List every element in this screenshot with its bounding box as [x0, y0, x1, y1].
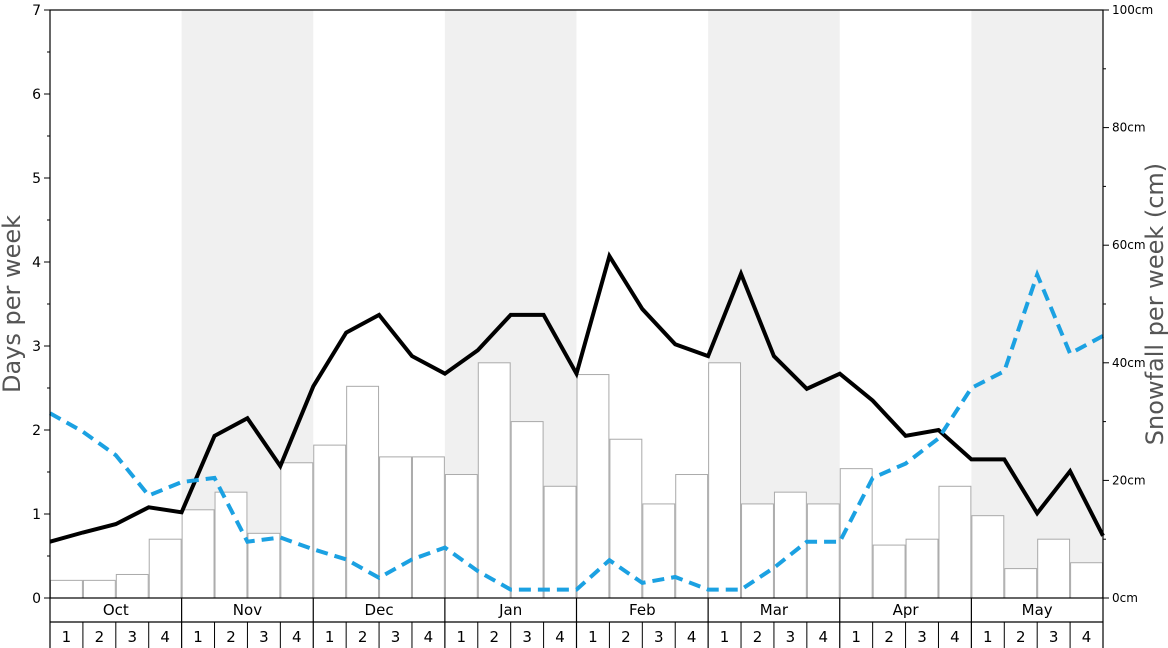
week-label: 4 — [160, 628, 170, 646]
week-label: 1 — [325, 628, 335, 646]
week-label: 4 — [1082, 628, 1092, 646]
week-label: 4 — [950, 628, 960, 646]
week-label: 3 — [259, 628, 269, 646]
right-tick-label: 60cm — [1112, 238, 1146, 252]
snowfall-bar — [938, 485, 972, 599]
week-label: 2 — [1016, 628, 1026, 646]
snowfall-bar — [115, 573, 149, 599]
right-tick-label: 80cm — [1112, 121, 1146, 135]
week-label: 3 — [786, 628, 796, 646]
snowfall-bar — [806, 503, 840, 599]
week-label: 2 — [884, 628, 894, 646]
snowfall-bar — [1037, 538, 1071, 599]
snowfall-bar — [148, 538, 182, 599]
month-label-dec: Dec — [365, 601, 394, 619]
left-tick-label: 6 — [32, 87, 41, 103]
week-label: 1 — [62, 628, 72, 646]
snowfall-bar — [872, 544, 906, 599]
snowfall-bar — [50, 579, 83, 599]
right-tick-label: 40cm — [1112, 356, 1146, 370]
snowfall-bar — [280, 462, 314, 599]
dashed-line-series — [49, 268, 1104, 592]
right-tick-label: 20cm — [1112, 473, 1146, 487]
solid-line-series — [49, 251, 1105, 544]
week-label: 1 — [851, 628, 861, 646]
snowfall-bar — [510, 421, 544, 599]
week-label: 3 — [391, 628, 401, 646]
left-tick-label: 5 — [32, 171, 41, 187]
week-label: 4 — [819, 628, 829, 646]
week-label: 3 — [917, 628, 927, 646]
snowfall-bar — [379, 456, 412, 599]
week-label: 1 — [457, 628, 467, 646]
week-label: 3 — [522, 628, 532, 646]
week-label: 1 — [193, 628, 203, 646]
month-label-oct: Oct — [103, 601, 129, 619]
right-tick-label: 0cm — [1112, 591, 1138, 605]
snowfall-bar — [477, 362, 511, 599]
week-label: 4 — [424, 628, 434, 646]
snowfall-bar — [444, 474, 478, 599]
week-label: 3 — [654, 628, 664, 646]
left-axis: 0 1 2 3 4 5 6 7 — [32, 3, 50, 607]
week-label: 2 — [489, 628, 499, 646]
week-label: 2 — [753, 628, 763, 646]
week-label: 2 — [358, 628, 368, 646]
month-label-nov: Nov — [233, 601, 262, 619]
snowfall-bar — [247, 532, 281, 599]
snowfall-bar — [708, 362, 742, 599]
left-tick-label: 3 — [32, 339, 41, 355]
week-label: 2 — [621, 628, 631, 646]
right-axis-title: Snowfall per week (cm) — [1141, 163, 1168, 445]
snowfall-bar — [1070, 562, 1103, 599]
left-tick-label: 2 — [32, 423, 41, 439]
week-label: 1 — [720, 628, 730, 646]
week-label: 3 — [127, 628, 137, 646]
left-tick-label: 0 — [32, 591, 41, 607]
snowfall-bar — [905, 538, 939, 599]
snowfall-bar — [346, 385, 380, 599]
week-label: 3 — [1049, 628, 1059, 646]
month-label-may: May — [1022, 601, 1053, 619]
left-axis-title: Days per week — [0, 215, 26, 393]
snowfall-bar — [1004, 568, 1038, 599]
week-label: 1 — [983, 628, 993, 646]
snowfall-bar — [411, 456, 445, 599]
month-label-jan: Jan — [498, 601, 522, 619]
week-label: 2 — [226, 628, 236, 646]
snowfall-bar — [971, 515, 1005, 599]
day-lines — [49, 251, 1105, 592]
x-axis: Oct 1 2 3 4 Nov 1 2 3 4 Dec 1 2 3 4 Jan 1 2 3 4 Feb 1 2 3 4 Mar 1 2… — [49, 598, 1104, 648]
left-tick-label: 4 — [32, 255, 41, 271]
snowfall-bar — [543, 485, 577, 599]
month-label-apr: Apr — [893, 601, 920, 619]
week-label: 4 — [292, 628, 302, 646]
right-axis: 0cm 20cm 40cm 60cm 80cm 100cm — [1103, 3, 1153, 605]
month-label-feb: Feb — [629, 601, 656, 619]
month-shade-may — [971, 10, 1103, 598]
left-tick-label: 7 — [32, 3, 41, 19]
snowfall-bar — [609, 438, 643, 599]
snowfall-bar — [181, 509, 215, 599]
snowfall-bar — [773, 491, 807, 599]
left-tick-label: 1 — [32, 507, 41, 523]
snowfall-bar — [642, 503, 676, 599]
snowfall-bar — [576, 374, 610, 599]
week-label: 4 — [687, 628, 697, 646]
week-label: 2 — [95, 628, 105, 646]
snowfall-bar — [82, 579, 116, 599]
week-label: 4 — [555, 628, 565, 646]
right-tick-label: 100cm — [1112, 3, 1153, 17]
snowfall-bar — [313, 444, 347, 599]
month-shading — [181, 10, 1103, 598]
month-label-mar: Mar — [760, 601, 789, 619]
week-label: 1 — [588, 628, 598, 646]
